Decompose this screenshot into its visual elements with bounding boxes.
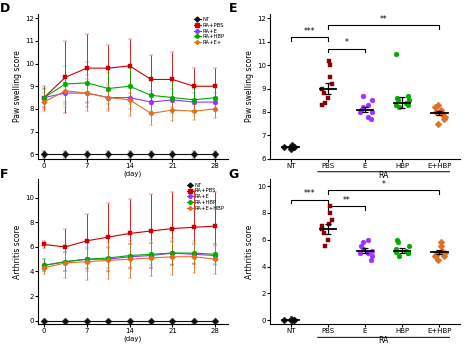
Text: ***: ***: [303, 189, 315, 198]
Text: **: **: [380, 15, 387, 24]
Text: E: E: [228, 2, 237, 15]
Y-axis label: Paw swelling score: Paw swelling score: [245, 50, 254, 122]
Text: G: G: [228, 168, 239, 181]
Text: ***: ***: [303, 27, 315, 36]
X-axis label: (day): (day): [124, 336, 142, 342]
Y-axis label: Arthritis score: Arthritis score: [13, 225, 22, 279]
Text: F: F: [0, 168, 9, 181]
Text: D: D: [0, 2, 10, 15]
Text: RA: RA: [378, 336, 389, 345]
Y-axis label: Arthritis score: Arthritis score: [245, 225, 254, 279]
Text: RA: RA: [378, 170, 389, 179]
Text: *: *: [345, 38, 348, 47]
Y-axis label: Paw swelling score: Paw swelling score: [13, 50, 22, 122]
Text: *: *: [382, 180, 385, 189]
Legend: NT, RA+PBS, RA+E, RA+HBP, RA+E+: NT, RA+PBS, RA+E, RA+HBP, RA+E+: [194, 17, 225, 46]
Legend: NT, RA+PBS, RA+E, RA+HBP, RA+E+HBP: NT, RA+PBS, RA+E, RA+HBP, RA+E+HBP: [186, 182, 225, 211]
Text: a: a: [289, 315, 293, 321]
Text: **: **: [343, 196, 350, 205]
X-axis label: (day): (day): [124, 170, 142, 177]
